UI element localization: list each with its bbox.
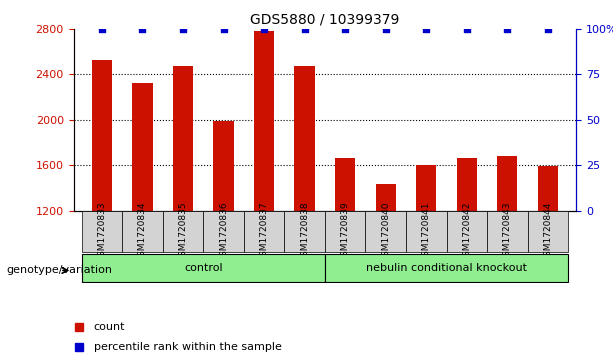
FancyBboxPatch shape (82, 211, 122, 252)
FancyBboxPatch shape (528, 211, 568, 252)
Text: GSM1720842: GSM1720842 (462, 201, 471, 262)
Bar (538, 166, 558, 347)
Text: GSM1720843: GSM1720843 (503, 201, 512, 262)
Point (137, 26, 147, 32)
FancyBboxPatch shape (325, 211, 365, 252)
Text: GSM1720835: GSM1720835 (178, 201, 188, 262)
Title: GDS5880 / 10399379: GDS5880 / 10399379 (250, 12, 400, 26)
Point (259, 26, 269, 32)
Text: GSM1720838: GSM1720838 (300, 201, 309, 262)
FancyBboxPatch shape (82, 254, 325, 282)
FancyBboxPatch shape (122, 211, 162, 252)
Text: GSM1720837: GSM1720837 (259, 201, 268, 262)
Text: GSM1720833: GSM1720833 (97, 201, 107, 262)
Point (381, 26, 390, 32)
FancyBboxPatch shape (162, 211, 204, 252)
Bar (132, 83, 153, 347)
FancyBboxPatch shape (487, 211, 528, 252)
Text: control: control (184, 263, 223, 273)
Bar (497, 156, 517, 347)
Text: GSM1720836: GSM1720836 (219, 201, 228, 262)
Point (219, 26, 229, 32)
Point (421, 26, 431, 32)
Text: GSM1720841: GSM1720841 (422, 201, 431, 262)
Bar (416, 165, 436, 347)
Point (178, 26, 188, 32)
FancyBboxPatch shape (204, 211, 244, 252)
Text: GSM1720834: GSM1720834 (138, 201, 147, 262)
Bar (457, 158, 477, 347)
FancyBboxPatch shape (284, 211, 325, 252)
Bar (294, 66, 314, 347)
Text: GSM1720844: GSM1720844 (543, 201, 552, 262)
Text: GSM1720839: GSM1720839 (341, 201, 349, 262)
Point (340, 26, 350, 32)
Bar (376, 184, 396, 347)
Point (543, 26, 553, 32)
Bar (173, 66, 193, 347)
Point (503, 26, 512, 32)
Bar (92, 60, 112, 347)
Point (97, 26, 107, 32)
Text: nebulin conditional knockout: nebulin conditional knockout (366, 263, 527, 273)
Bar (213, 121, 234, 347)
FancyBboxPatch shape (365, 211, 406, 252)
Point (462, 26, 471, 32)
Point (300, 26, 310, 32)
Bar (335, 158, 356, 347)
Text: count: count (94, 322, 125, 333)
Text: GSM1720840: GSM1720840 (381, 201, 390, 262)
FancyBboxPatch shape (325, 254, 568, 282)
FancyBboxPatch shape (244, 211, 284, 252)
Text: genotype/variation: genotype/variation (6, 265, 112, 276)
FancyBboxPatch shape (406, 211, 446, 252)
FancyBboxPatch shape (446, 211, 487, 252)
Bar (254, 31, 274, 347)
Text: percentile rank within the sample: percentile rank within the sample (94, 342, 281, 352)
